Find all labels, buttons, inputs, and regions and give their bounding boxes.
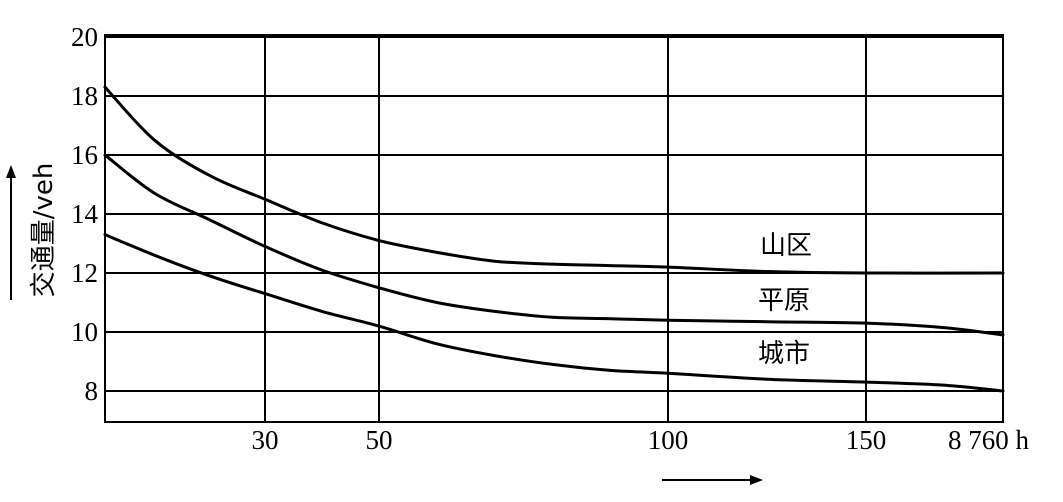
series-line-0 xyxy=(103,85,1005,275)
series-label-2: 城市 xyxy=(758,339,810,369)
y-tick-label-12: 12 xyxy=(71,258,98,288)
y-axis-title-group: 交通量/veh xyxy=(6,163,59,300)
series-line-1 xyxy=(103,153,1005,337)
series-label-1: 平原 xyxy=(758,286,810,316)
y-tick-label-14: 14 xyxy=(71,199,99,229)
grid xyxy=(105,35,1003,422)
x-tick-label-50: 50 xyxy=(366,425,393,455)
x-axis-ticks: 30 50 100 150 8 760 h xyxy=(252,425,1030,455)
y-tick-label-16: 16 xyxy=(71,140,98,170)
y-axis-arrow-head xyxy=(6,165,16,178)
x-axis-arrow xyxy=(662,475,763,485)
plot-frame xyxy=(104,34,1004,423)
y-axis-ticks: 8 10 12 14 16 18 20 xyxy=(71,22,99,406)
series-lines xyxy=(103,85,1005,393)
y-tick-label-18: 18 xyxy=(71,81,98,111)
y-tick-label-10: 10 xyxy=(71,317,98,347)
y-tick-label-20: 20 xyxy=(71,22,98,52)
x-tick-label-8760: 8 760 h xyxy=(948,425,1030,455)
x-tick-label-150: 150 xyxy=(846,425,887,455)
y-tick-label-8: 8 xyxy=(85,376,99,406)
x-tick-label-100: 100 xyxy=(648,425,689,455)
series-label-0: 山区 xyxy=(760,231,812,261)
x-axis-arrow-head xyxy=(750,475,763,485)
x-tick-label-30: 30 xyxy=(252,425,279,455)
series-line-2 xyxy=(103,233,1005,393)
y-axis-title: 交通量/veh xyxy=(29,163,59,298)
